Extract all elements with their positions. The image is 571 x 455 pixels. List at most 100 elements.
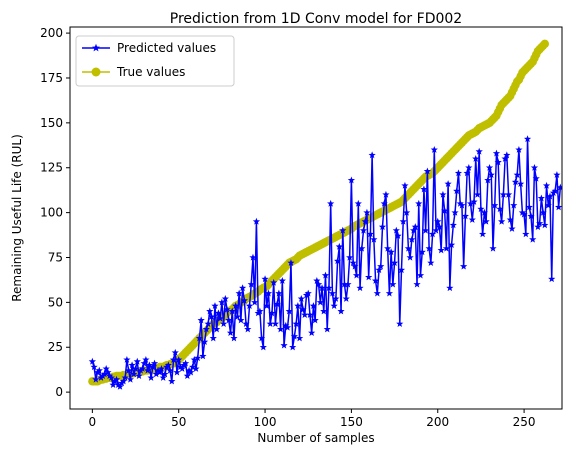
predicted-point [175, 356, 183, 363]
predicted-point [278, 277, 286, 284]
predicted-point [411, 223, 419, 231]
predicted-point [226, 329, 235, 336]
x-tick-label: 100 [254, 415, 277, 429]
predicted-line [91, 138, 562, 388]
predicted-point [100, 370, 109, 378]
predicted-point [432, 226, 440, 234]
predicted-point [460, 262, 468, 270]
predicted-point [542, 181, 551, 189]
predicted-point [480, 208, 488, 216]
predicted-point [399, 217, 407, 225]
predicted-point [339, 226, 347, 234]
predicted-point [195, 334, 204, 342]
predicted-point [311, 316, 319, 324]
predicted-point [135, 372, 143, 380]
predicted-point [192, 364, 200, 372]
predicted-point [220, 320, 228, 327]
predicted-point [240, 296, 248, 304]
predicted-point [261, 275, 269, 283]
predicted-point [171, 348, 179, 356]
predicted-point [294, 302, 302, 310]
predicted-point [225, 316, 233, 324]
predicted-point [392, 226, 400, 234]
predicted-point [413, 280, 421, 288]
predicted-point [510, 201, 518, 209]
predicted-point [340, 280, 349, 288]
predicted-point [256, 307, 264, 315]
y-tick-label: 50 [48, 295, 63, 309]
x-tick-label: 0 [89, 415, 97, 429]
predicted-point [342, 294, 350, 302]
predicted-point [297, 294, 305, 302]
predicted-point [546, 192, 554, 200]
predicted-point [213, 325, 221, 333]
predicted-point [154, 366, 162, 374]
predicted-point [548, 275, 556, 283]
predicted-point [133, 357, 141, 365]
predicted-point [306, 311, 314, 319]
legend-marker-predicted [92, 43, 100, 52]
predicted-point [176, 363, 185, 371]
predicted-point [446, 284, 454, 292]
predicted-point [494, 158, 502, 166]
predicted-point [116, 382, 124, 390]
predicted-point [496, 205, 504, 213]
predicted-point [423, 167, 431, 175]
predicted-point [211, 302, 219, 310]
predicted-point [485, 163, 494, 171]
predicted-point [194, 354, 202, 362]
predicted-point [366, 230, 375, 238]
predicted-point [441, 207, 449, 214]
predicted-point [434, 217, 442, 225]
predicted-point [534, 223, 542, 231]
predicted-point [150, 359, 159, 367]
predicted-point [394, 232, 402, 240]
predicted-point [214, 309, 223, 317]
predicted-point [145, 361, 153, 369]
predicted-point [259, 343, 267, 351]
predicted-point [131, 364, 140, 372]
predicted-point [406, 253, 414, 261]
predicted-point [169, 356, 178, 363]
predicted-point [130, 370, 138, 378]
predicted-point [451, 208, 459, 216]
predicted-point [506, 216, 514, 223]
predicted-point [104, 368, 112, 376]
y-tick-label: 75 [48, 250, 63, 264]
y-tick-label: 150 [40, 116, 63, 130]
predicted-point [380, 199, 388, 207]
predicted-point [382, 190, 390, 198]
predicted-point [271, 320, 280, 327]
predicted-point [473, 190, 482, 198]
predicted-point [206, 307, 214, 315]
predicted-point [508, 224, 516, 232]
predicted-point [112, 375, 121, 383]
predicted-point [544, 201, 552, 209]
predicted-point [197, 316, 205, 324]
predicted-point [532, 174, 540, 182]
predicted-point [128, 361, 136, 369]
predicted-point [346, 253, 354, 261]
predicted-point [439, 190, 447, 198]
predicted-point [247, 280, 255, 288]
predicted-point [218, 298, 226, 306]
predicted-point [159, 373, 167, 381]
predicted-point [525, 203, 533, 211]
y-axis-label: Remaining Useful Life (RUL) [10, 134, 24, 302]
predicted-point [164, 361, 172, 369]
predicted-point [270, 278, 278, 286]
x-axis-label: Number of samples [257, 431, 374, 445]
predicted-point [144, 366, 152, 374]
predicted-point [454, 169, 463, 177]
predicted-point [287, 259, 295, 266]
predicted-point [401, 181, 409, 189]
predicted-point [183, 372, 191, 380]
predicted-point [257, 334, 266, 342]
predicted-point [109, 381, 117, 389]
predicted-point [268, 309, 276, 317]
predicted-point [361, 217, 369, 225]
predicted-point [518, 208, 526, 216]
predicted-point [425, 244, 433, 252]
predicted-point [320, 307, 328, 315]
